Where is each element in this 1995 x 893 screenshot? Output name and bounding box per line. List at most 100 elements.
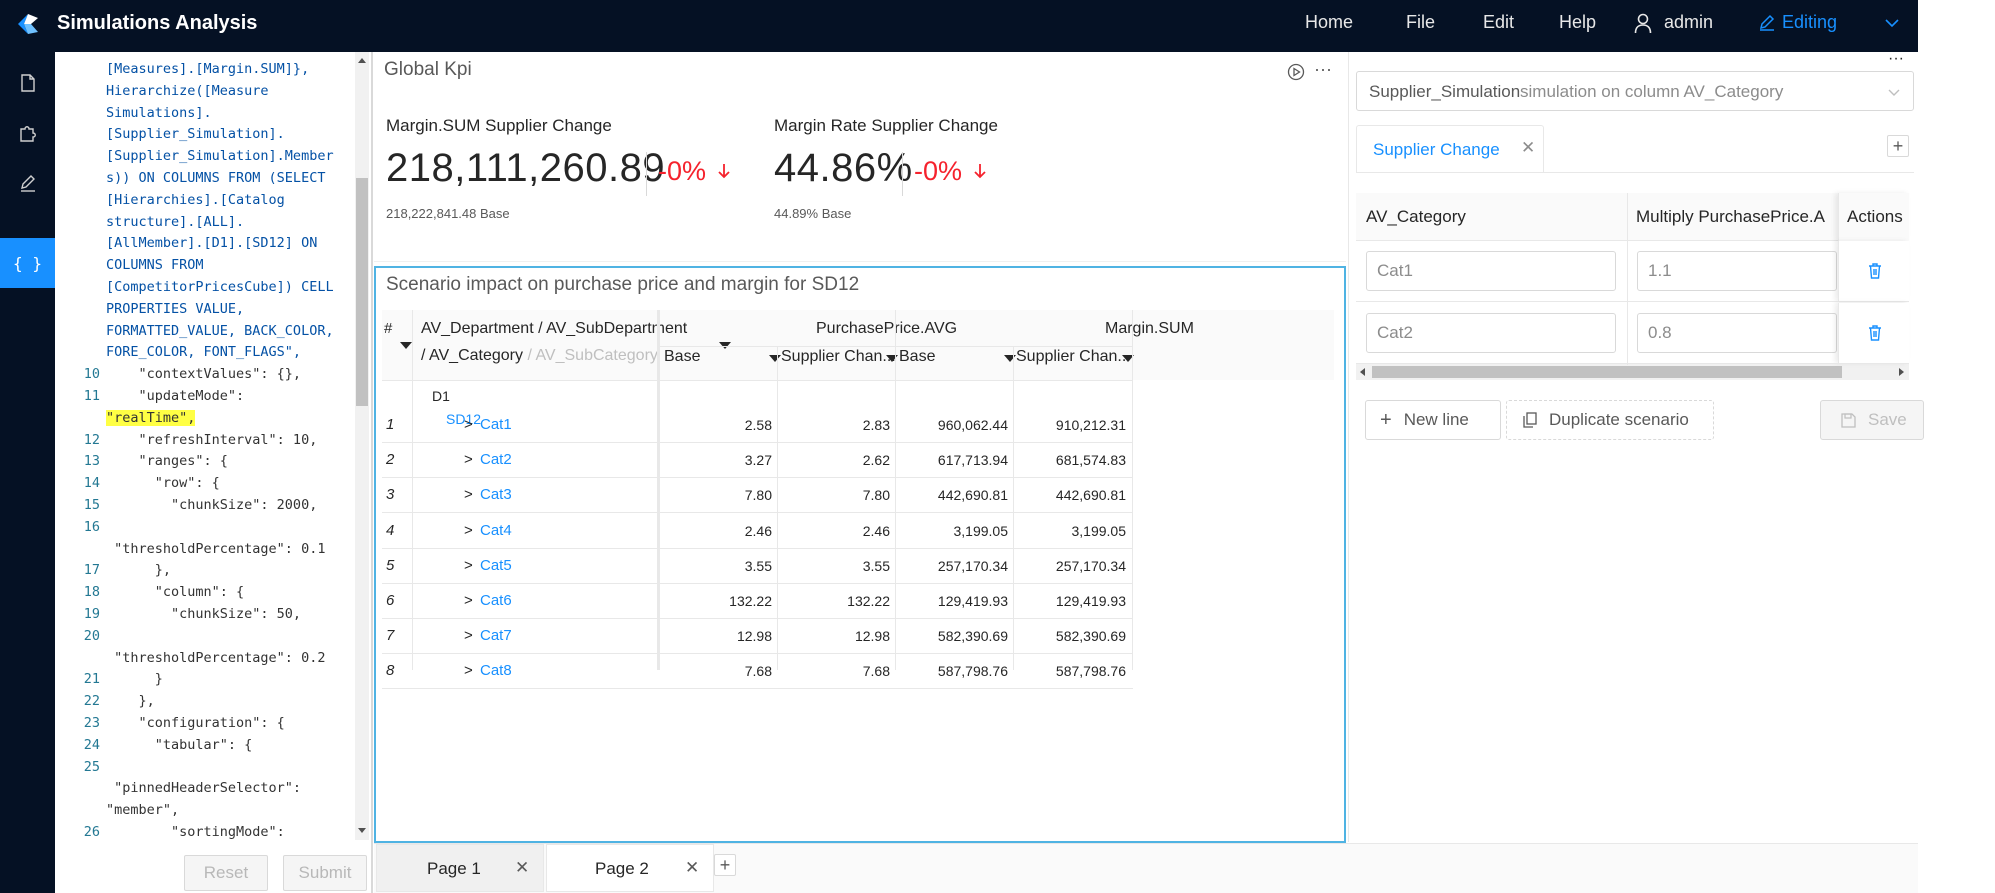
chevron-right-icon[interactable]: > [464, 451, 473, 469]
simulation-select[interactable]: Supplier_Simulation simulation on column… [1356, 71, 1914, 111]
play-icon[interactable] [1287, 63, 1305, 81]
user-icon [1634, 13, 1652, 34]
chevron-right-icon[interactable]: > [464, 521, 473, 539]
subheader-base[interactable]: Base [899, 348, 936, 365]
scroll-left-arrow[interactable] [1360, 368, 1365, 376]
subheader-base[interactable]: Base [664, 348, 701, 365]
code-line: "pinnedHeaderSelector": [55, 780, 355, 802]
category-member[interactable]: Cat5 [480, 556, 512, 574]
code-editor[interactable]: [Measures].[Margin.SUM]}, Hierarchize([Me… [55, 52, 355, 840]
sort-caret-icon[interactable] [719, 342, 731, 349]
code-line: 15 "chunkSize": 2000, [55, 497, 355, 519]
sort-caret-icon[interactable] [1004, 355, 1016, 362]
dimension-header-line1[interactable]: AV_Department / AV_SubDepartment [421, 320, 688, 337]
chevron-right-icon[interactable]: > [464, 627, 473, 645]
menu-edit[interactable]: Edit [1483, 12, 1515, 32]
member-sd12[interactable]: SD12 [446, 411, 482, 427]
panel-more-icon[interactable]: ··· [1888, 50, 1904, 67]
tab-supplier-change[interactable]: Supplier Change ✕ [1356, 125, 1544, 173]
multiplier-input[interactable]: 1.1 [1637, 251, 1837, 291]
scroll-up-arrow[interactable] [358, 58, 366, 63]
row-number: 3 [386, 486, 395, 504]
category-member[interactable]: Cat4 [480, 521, 512, 539]
simulation-hscroll[interactable] [1356, 364, 1909, 380]
editing-mode-label[interactable]: Editing [1782, 12, 1838, 32]
actions-cell [1838, 303, 1909, 363]
sort-caret-icon[interactable] [886, 355, 898, 362]
iconbar-file[interactable] [0, 58, 55, 108]
code-text: "tabular": { [106, 736, 253, 753]
iconbar-code[interactable]: { } [0, 238, 55, 288]
category-member[interactable]: Cat8 [480, 662, 512, 680]
delete-icon[interactable] [1867, 262, 1883, 280]
logo-icon[interactable] [14, 10, 44, 40]
subheader-supplier-change[interactable]: Supplier Chan... [781, 348, 896, 365]
save-button[interactable]: Save [1820, 400, 1924, 440]
chevron-right-icon[interactable]: > [464, 662, 473, 680]
category-member[interactable]: Cat3 [480, 486, 512, 504]
measure-header-purchaseprice[interactable]: PurchasePrice.AVG [816, 320, 958, 337]
arrow-down-icon [718, 164, 730, 179]
code-scrollbar[interactable] [355, 52, 369, 840]
subheader-supplier-change[interactable]: Supplier Chan... [1016, 348, 1131, 365]
chevron-right-icon[interactable]: > [464, 556, 473, 574]
row-number: 1 [386, 416, 395, 433]
close-icon[interactable]: ✕ [515, 858, 530, 877]
menu-file[interactable]: File [1406, 12, 1436, 32]
scroll-down-arrow[interactable] [358, 828, 366, 833]
iconbar-edit[interactable] [0, 158, 55, 208]
category-member[interactable]: Cat2 [480, 451, 512, 469]
user-name[interactable]: admin [1664, 12, 1714, 32]
submit-button[interactable]: Submit [283, 855, 367, 891]
sort-caret-icon[interactable] [769, 355, 781, 362]
pivot-table-widget[interactable]: Scenario impact on purchase price and ma… [374, 266, 1346, 843]
iconbar-widgets[interactable] [0, 108, 55, 158]
multiplier-input[interactable]: 0.8 [1637, 313, 1837, 353]
line-number: 15 [83, 497, 100, 513]
add-page-button[interactable]: + [714, 854, 736, 876]
category-member[interactable]: Cat1 [480, 416, 512, 433]
measure-header-margin[interactable]: Margin.SUM [1105, 320, 1194, 337]
page-tab-1[interactable]: Page 1 ✕ [376, 844, 544, 892]
code-text: }, [106, 562, 172, 579]
sort-caret-icon[interactable] [400, 342, 412, 349]
chevron-down-icon[interactable] [1883, 14, 1901, 32]
duplicate-scenario-button[interactable]: Duplicate scenario [1506, 400, 1714, 440]
kpi-more-icon[interactable]: ··· [1314, 59, 1332, 79]
dimension-header-line2[interactable]: / AV_Category / AV_SubCategory [421, 347, 658, 365]
chevron-down-icon [1888, 89, 1900, 96]
code-scroll-thumb[interactable] [356, 178, 368, 406]
add-tab-button[interactable]: + [1887, 135, 1909, 157]
menu-help[interactable]: Help [1559, 12, 1597, 32]
value-cell: 681,574.83 [1055, 452, 1126, 469]
value-cell: 3.27 [744, 452, 772, 469]
delete-icon[interactable] [1867, 324, 1883, 342]
line-number: 14 [83, 475, 100, 492]
code-text: COLUMNS FROM [106, 257, 204, 274]
category-input[interactable]: Cat2 [1366, 313, 1616, 353]
close-icon[interactable]: ✕ [685, 858, 700, 877]
scroll-right-arrow[interactable] [1899, 368, 1904, 376]
code-line: COLUMNS FROM [55, 257, 355, 279]
code-text: [Supplier_Simulation]. [106, 126, 285, 143]
line-number: 21 [83, 671, 100, 688]
reset-button[interactable]: Reset [184, 855, 268, 891]
member-d1[interactable]: D1 [432, 388, 450, 404]
left-iconbar: { } [0, 52, 55, 893]
code-line: 14 "row": { [55, 475, 355, 497]
close-icon[interactable]: ✕ [1521, 138, 1536, 157]
sort-caret-icon[interactable] [1122, 355, 1134, 362]
category-member[interactable]: Cat6 [480, 592, 512, 609]
category-member[interactable]: Cat7 [480, 627, 512, 645]
tab-bar-line [1356, 172, 1914, 173]
category-input[interactable]: Cat1 [1366, 251, 1616, 291]
hscroll-thumb[interactable] [1372, 366, 1842, 378]
new-line-button[interactable]: + New line [1365, 400, 1501, 440]
page-tab-2[interactable]: Page 2 ✕ [546, 844, 714, 892]
menu-home[interactable]: Home [1305, 12, 1354, 32]
grid-line [1627, 193, 1628, 241]
chevron-right-icon[interactable]: > [464, 416, 473, 433]
chevron-right-icon[interactable]: > [464, 486, 473, 504]
chevron-right-icon[interactable]: > [464, 592, 473, 609]
panel-divider[interactable] [371, 52, 373, 893]
